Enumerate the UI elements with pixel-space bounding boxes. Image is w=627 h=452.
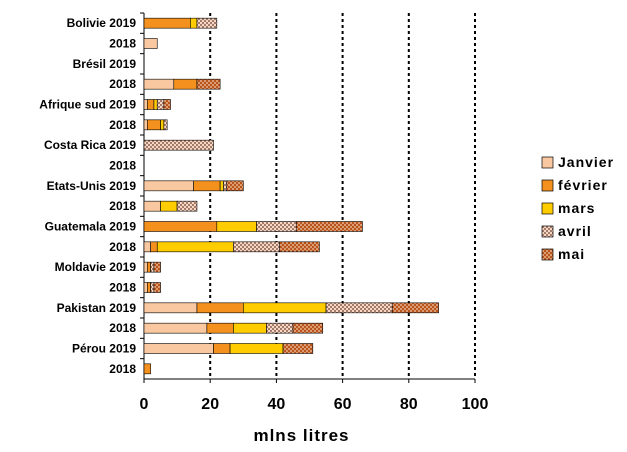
bar-segment-mai [295, 221, 363, 232]
bar-segment-mars [190, 17, 198, 29]
category-label: 2018 [109, 281, 136, 295]
bar-segment-janvier [143, 78, 175, 90]
bar-segment-janvier [143, 261, 148, 273]
bar-segment-mars [216, 221, 257, 232]
bar-segment-mai [391, 302, 439, 314]
category-label: Costa Rica 2019 [44, 138, 136, 152]
bar-segment-février [143, 17, 191, 29]
bar-segment-février [143, 363, 151, 375]
bar-segment-janvier [143, 38, 158, 49]
bar-segment-avril [233, 241, 281, 253]
bar-segment-février [147, 119, 161, 131]
category-label: Pakistan 2019 [57, 301, 137, 315]
legend-label: Janvier [558, 154, 614, 170]
legend-swatch-avril [541, 225, 554, 238]
legend-label: mai [558, 246, 585, 262]
bar-segment-janvier [143, 99, 148, 110]
bar-segment-janvier [143, 282, 148, 293]
legend-label: avril [558, 223, 592, 239]
bar-segment-mai [226, 180, 244, 192]
bar-segment-mars [233, 322, 267, 334]
bar-segment-mars [243, 302, 327, 314]
bar-segment-janvier [143, 119, 148, 131]
legend-label: février [558, 177, 608, 193]
bar-segment-janvier [143, 200, 161, 212]
bar-segment-février [147, 261, 151, 273]
bar-segment-mai [153, 261, 161, 273]
category-label: Moldavie 2019 [55, 260, 137, 274]
bar-segment-avril [156, 99, 165, 110]
category-label: 2018 [109, 37, 136, 51]
bar-segment-janvier [143, 322, 208, 334]
plot-area: Bolivie 2019 2018 Brésil 2019 2018 Afrique s… [39, 12, 489, 445]
category-label: Pérou 2019 [72, 342, 136, 356]
category-label: 2018 [109, 362, 136, 376]
x-tick-label: 0 [140, 396, 149, 413]
bar-segment-mars [160, 200, 178, 212]
bar-segment-mars [156, 241, 234, 253]
category-label: 2018 [109, 321, 136, 335]
bar-segment-janvier [143, 343, 214, 354]
bar-segment-avril [256, 221, 297, 232]
bar-segment-avril [176, 200, 198, 212]
category-label: 2018 [109, 240, 136, 254]
bar-segment-janvier [143, 241, 151, 253]
bar-segment-mai [196, 78, 221, 90]
category-label: 2018 [109, 199, 136, 213]
bar-segment-mai [153, 282, 161, 293]
bar-segment-février [150, 241, 158, 253]
category-label: 2018 [109, 159, 136, 173]
category-label: Brésil 2019 [73, 57, 137, 71]
bar-segment-mai [163, 99, 171, 110]
bar-segment-mars [219, 180, 224, 192]
bar-segment-mai [279, 241, 320, 253]
bar-segment-février [147, 99, 155, 110]
bar-segment-janvier [143, 302, 198, 314]
category-label: Afrique sud 2019 [39, 98, 136, 112]
x-axis-title: mlns litres [253, 426, 349, 445]
bar-segment-avril [223, 180, 228, 192]
bar-segment-mai [292, 322, 324, 334]
bar-segment-février [196, 302, 244, 314]
x-tick-label: 20 [201, 396, 219, 413]
bar-segment-janvier [143, 180, 194, 192]
category-label: Bolivie 2019 [67, 16, 137, 30]
bar-segment-février [193, 180, 221, 192]
x-tick-label: 60 [334, 396, 352, 413]
x-tick-label: 100 [462, 396, 489, 413]
bar-segment-avril [325, 302, 393, 314]
category-label: 2018 [109, 118, 136, 132]
bar-segment-avril [163, 119, 168, 131]
legend-swatch-février [541, 179, 554, 192]
legend-swatch-mars [541, 202, 554, 215]
category-label: Etats-Unis 2019 [47, 179, 137, 193]
bar-segment-février [173, 78, 198, 90]
x-tick-label: 80 [400, 396, 418, 413]
bar-segment-février [147, 282, 151, 293]
legend-swatch-janvier [541, 156, 554, 169]
bar-segment-avril [150, 261, 155, 273]
bar-segment-mars [160, 119, 165, 131]
legend-swatch-mai [541, 248, 554, 261]
bar-segment-février [206, 322, 234, 334]
bar-segment-février [213, 343, 231, 354]
bar-segment-mars [229, 343, 284, 354]
bar-segment-mai [282, 343, 314, 354]
bar-segment-avril [196, 17, 218, 29]
legend: Janvier février mars avril mai [541, 154, 614, 262]
category-label: 2018 [109, 77, 136, 91]
bar-segment-avril [150, 282, 155, 293]
legend-label: mars [558, 200, 595, 216]
bar-segment-mars [153, 99, 158, 110]
x-tick-label: 40 [268, 396, 286, 413]
bar-segment-avril [266, 322, 294, 334]
bar-segment-avril [143, 139, 214, 151]
category-label: Guatemala 2019 [45, 220, 137, 234]
bar-segment-février [143, 221, 218, 232]
